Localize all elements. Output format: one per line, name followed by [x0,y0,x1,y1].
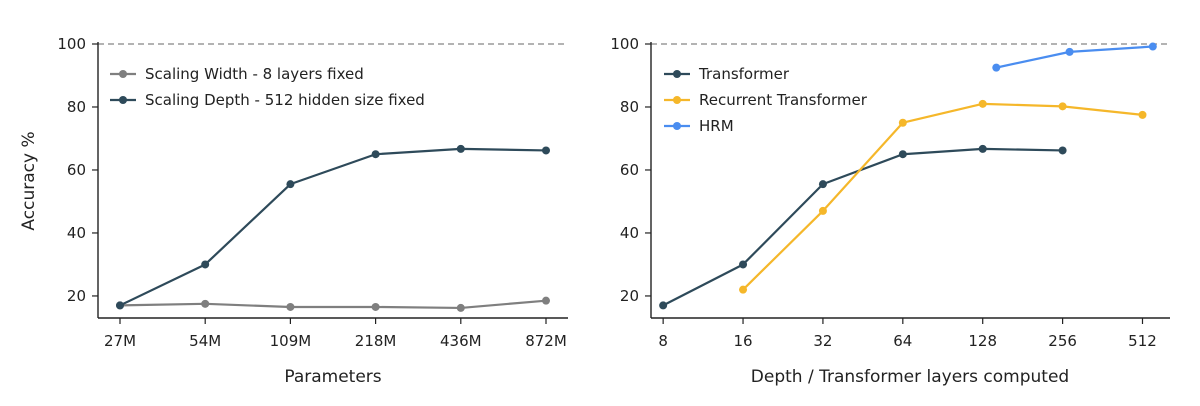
x-axis-label: Parameters [284,367,381,387]
y-tick-label: 20 [620,287,639,305]
series-transformer [659,144,1067,310]
x-tick-label: 27M [104,332,136,350]
x-tick-label: 109M [270,332,312,350]
data-point [739,260,748,269]
y-tick-label: 80 [620,98,639,116]
data-point [978,99,987,108]
x-tick-label: 436M [440,332,482,350]
x-axis-label: Depth / Transformer layers computed [751,367,1069,387]
legend-swatch-marker [119,70,127,78]
x-tick-label: 16 [733,332,752,350]
data-point [1065,47,1074,56]
data-point [201,260,210,269]
data-point [898,118,907,127]
legend-label: Recurrent Transformer [699,91,868,109]
y-tick-label: 40 [67,224,86,242]
y-axis-label: Accuracy % [19,131,39,230]
legend-entry-transformer: Transformer [664,65,790,83]
x-tick-label: 872M [525,332,567,350]
legend-label: Transformer [698,65,790,83]
y-tick-label: 40 [620,224,639,242]
legend-label: Scaling Width - 8 layers fixed [145,65,364,83]
data-point [978,144,987,153]
data-point [1148,42,1157,51]
y-tick-label: 100 [610,35,639,53]
x-tick-label: 128 [968,332,997,350]
legend-label: HRM [699,117,734,135]
data-point [286,180,295,189]
x-tick-label: 512 [1128,332,1157,350]
series-line-transformer [662,147,1063,307]
data-point [371,302,380,311]
series-line-scaling-width-8-layers-fixed [119,299,547,310]
data-point [1058,146,1067,155]
y-tick-label: 100 [57,35,86,53]
y-tick-label: 80 [67,98,86,116]
legend-entry-recurrent-transformer: Recurrent Transformer [664,91,868,109]
data-point [456,144,465,153]
data-point [286,302,295,311]
series-line-recurrent-transformer [742,102,1143,291]
data-point [201,299,210,308]
series-scaling-width-8-layers-fixed [116,296,550,312]
x-tick-label: 256 [1048,332,1077,350]
data-point [456,303,465,312]
data-point [739,285,748,294]
data-point [818,206,827,215]
y-tick-label: 60 [67,161,86,179]
x-tick-label: 54M [189,332,221,350]
series-recurrent-transformer [739,99,1147,294]
legend-swatch-marker [673,96,681,104]
legend-swatch-marker [119,96,127,104]
x-tick-label: 8 [658,332,668,350]
legend-swatch-marker [673,70,681,78]
data-point [659,301,668,310]
data-point [818,180,827,189]
legend-label: Scaling Depth - 512 hidden size fixed [145,91,425,109]
data-point [1058,102,1067,111]
panel-depth: 20 40 60 80 100 8 16 32 64 128 256 512 Depth / Trans… [610,35,1170,387]
series-line-scaling-depth-512-hidden-size-fixed [119,147,547,307]
data-point [116,301,124,310]
x-tick-label: 218M [355,332,397,350]
y-tick-label: 20 [67,287,86,305]
panel-parameters: 20 40 60 80 100 27M 54M 109M 218M 436M 872M Paramet… [19,35,568,387]
series-hrm [992,42,1157,72]
data-point [371,150,380,159]
data-point [898,150,907,159]
legend-entry-hrm: HRM [664,117,734,135]
legend-entry-scaling-width-8-layers-fixed: Scaling Width - 8 layers fixed [110,65,364,83]
data-point [992,63,1001,72]
data-point [1138,110,1147,119]
x-tick-label: 32 [813,332,832,350]
legend-swatch-marker [673,122,681,130]
x-tick-label: 64 [893,332,912,350]
series-line-hrm [996,45,1153,69]
series-scaling-depth-512-hidden-size-fixed [116,144,550,310]
y-tick-label: 60 [620,161,639,179]
legend-entry-scaling-depth-512-hidden-size-fixed: Scaling Depth - 512 hidden size fixed [110,91,425,109]
data-point [542,296,550,305]
data-point [542,146,550,155]
